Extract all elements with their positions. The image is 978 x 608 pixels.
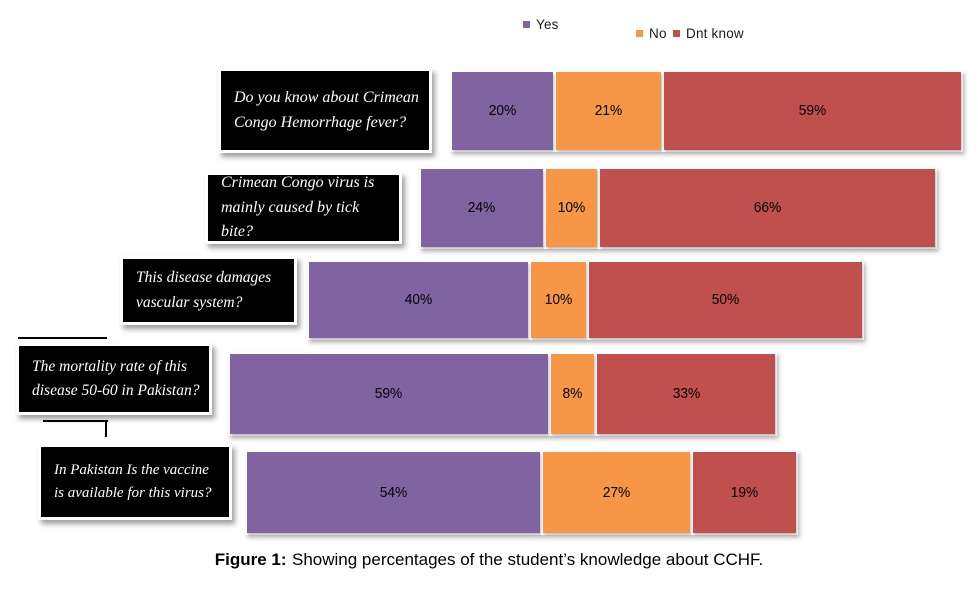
bar-segment-no: 10% xyxy=(545,169,597,247)
value-label: 8% xyxy=(562,386,583,402)
question-label-4: The mortality rate of this disease 50-60… xyxy=(16,343,212,415)
bar-segment-yes: 24% xyxy=(421,169,543,247)
legend-item-dntknow: Dnt know xyxy=(673,26,744,41)
bar-segment-dntknow: 66% xyxy=(599,169,935,247)
legend-swatch-yes-icon xyxy=(523,21,530,28)
question-label-5: In Pakistan Is the vaccine is available … xyxy=(38,444,232,520)
legend-swatch-dntknow-icon xyxy=(673,30,680,37)
figure-caption-text: Showing percentages of the student’s kno… xyxy=(291,550,764,569)
legend-item-yes: Yes xyxy=(523,17,559,32)
value-label: 20% xyxy=(488,103,517,119)
callout-line xyxy=(43,420,108,422)
bar-segment-no: 21% xyxy=(555,72,662,150)
question-label-1: Do you know about Crimean Congo Hemorrha… xyxy=(218,68,432,153)
value-label: 19% xyxy=(730,484,759,501)
value-label: 21% xyxy=(594,103,623,119)
bar-segment-no: 27% xyxy=(543,452,690,533)
bar-segment-yes: 59% xyxy=(230,354,549,434)
callout-line xyxy=(105,420,107,437)
bar-segment-yes: 40% xyxy=(309,262,528,338)
legend-label-no: No xyxy=(649,26,667,41)
value-label: 24% xyxy=(468,200,496,216)
question-text-3: This disease damages vascular system? xyxy=(136,269,272,311)
value-label: 33% xyxy=(672,386,700,402)
bar-row-5: 54% 27% 19% xyxy=(245,450,798,535)
bar-segment-dntknow: 19% xyxy=(692,452,796,533)
value-label: 50% xyxy=(711,292,740,308)
value-label: 54% xyxy=(379,484,408,501)
question-text-5: In Pakistan Is the vaccine is available … xyxy=(54,461,212,501)
question-label-2: Crimean Congo virus is mainly caused by … xyxy=(205,172,402,244)
figure-caption-prefix: Figure 1: xyxy=(214,550,287,569)
bar-segment-dntknow: 33% xyxy=(597,354,776,434)
bar-segment-no: 10% xyxy=(530,262,586,338)
legend-swatch-no-icon xyxy=(636,30,643,37)
value-label: 27% xyxy=(602,484,631,501)
value-label: 59% xyxy=(798,103,827,119)
figure-caption: Figure 1: Showing percentages of the stud… xyxy=(0,550,978,570)
legend-label-yes: Yes xyxy=(536,17,559,32)
bar-segment-dntknow: 59% xyxy=(664,72,961,150)
bar-segment-yes: 54% xyxy=(247,452,541,533)
value-label: 10% xyxy=(544,292,572,308)
bar-segment-no: 8% xyxy=(551,354,595,434)
bar-row-1: 20% 21% 59% xyxy=(450,70,963,152)
bar-row-3: 40% 10% 50% xyxy=(307,260,864,340)
value-label: 59% xyxy=(375,386,403,402)
question-text-2: Crimean Congo virus is mainly caused by … xyxy=(221,173,375,241)
bar-segment-yes: 20% xyxy=(452,72,553,150)
value-label: 66% xyxy=(753,200,782,216)
bar-segment-dntknow: 50% xyxy=(588,262,862,338)
legend-item-no: No xyxy=(636,26,667,41)
question-label-3: This disease damages vascular system? xyxy=(120,256,297,325)
value-label: 40% xyxy=(404,292,433,308)
callout-line xyxy=(18,337,107,339)
question-text-4: The mortality rate of this disease 50-60… xyxy=(32,357,200,399)
bar-row-2: 24% 10% 66% xyxy=(419,167,937,249)
bar-row-4: 59% 8% 33% xyxy=(228,352,777,436)
value-label: 10% xyxy=(557,200,586,216)
legend-label-dntknow: Dnt know xyxy=(686,26,744,41)
question-text-1: Do you know about Crimean Congo Hemorrha… xyxy=(234,88,419,131)
